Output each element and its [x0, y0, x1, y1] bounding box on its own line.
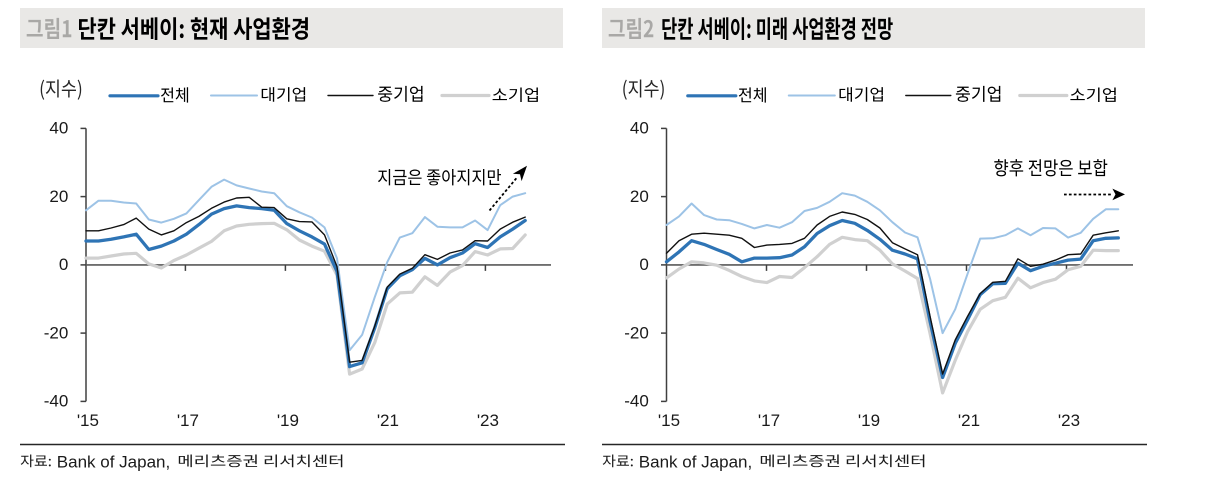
svg-text:20: 20 [630, 187, 649, 206]
svg-text:40: 40 [630, 119, 649, 138]
svg-text:-40: -40 [624, 392, 649, 411]
svg-text:'19: '19 [858, 411, 880, 430]
svg-text:'15: '15 [658, 411, 680, 430]
svg-text:'21: '21 [377, 411, 399, 430]
svg-text:0: 0 [59, 255, 68, 274]
svg-text:'23: '23 [1058, 411, 1080, 430]
svg-text:0: 0 [639, 255, 648, 274]
svg-text:'17: '17 [758, 411, 780, 430]
svg-text:'17: '17 [177, 411, 199, 430]
svg-text:Bank of Japan,: Bank of Japan, [639, 452, 752, 471]
svg-text:-20: -20 [44, 323, 69, 342]
svg-text:'23: '23 [477, 411, 499, 430]
svg-text:'15: '15 [77, 411, 99, 430]
svg-text:'21: '21 [958, 411, 980, 430]
svg-text:-40: -40 [44, 392, 69, 411]
svg-text:20: 20 [49, 187, 68, 206]
svg-text:Bank of Japan,: Bank of Japan, [57, 452, 170, 471]
svg-text:-20: -20 [624, 323, 649, 342]
svg-text:'19: '19 [277, 411, 299, 430]
svg-text:40: 40 [49, 119, 68, 138]
